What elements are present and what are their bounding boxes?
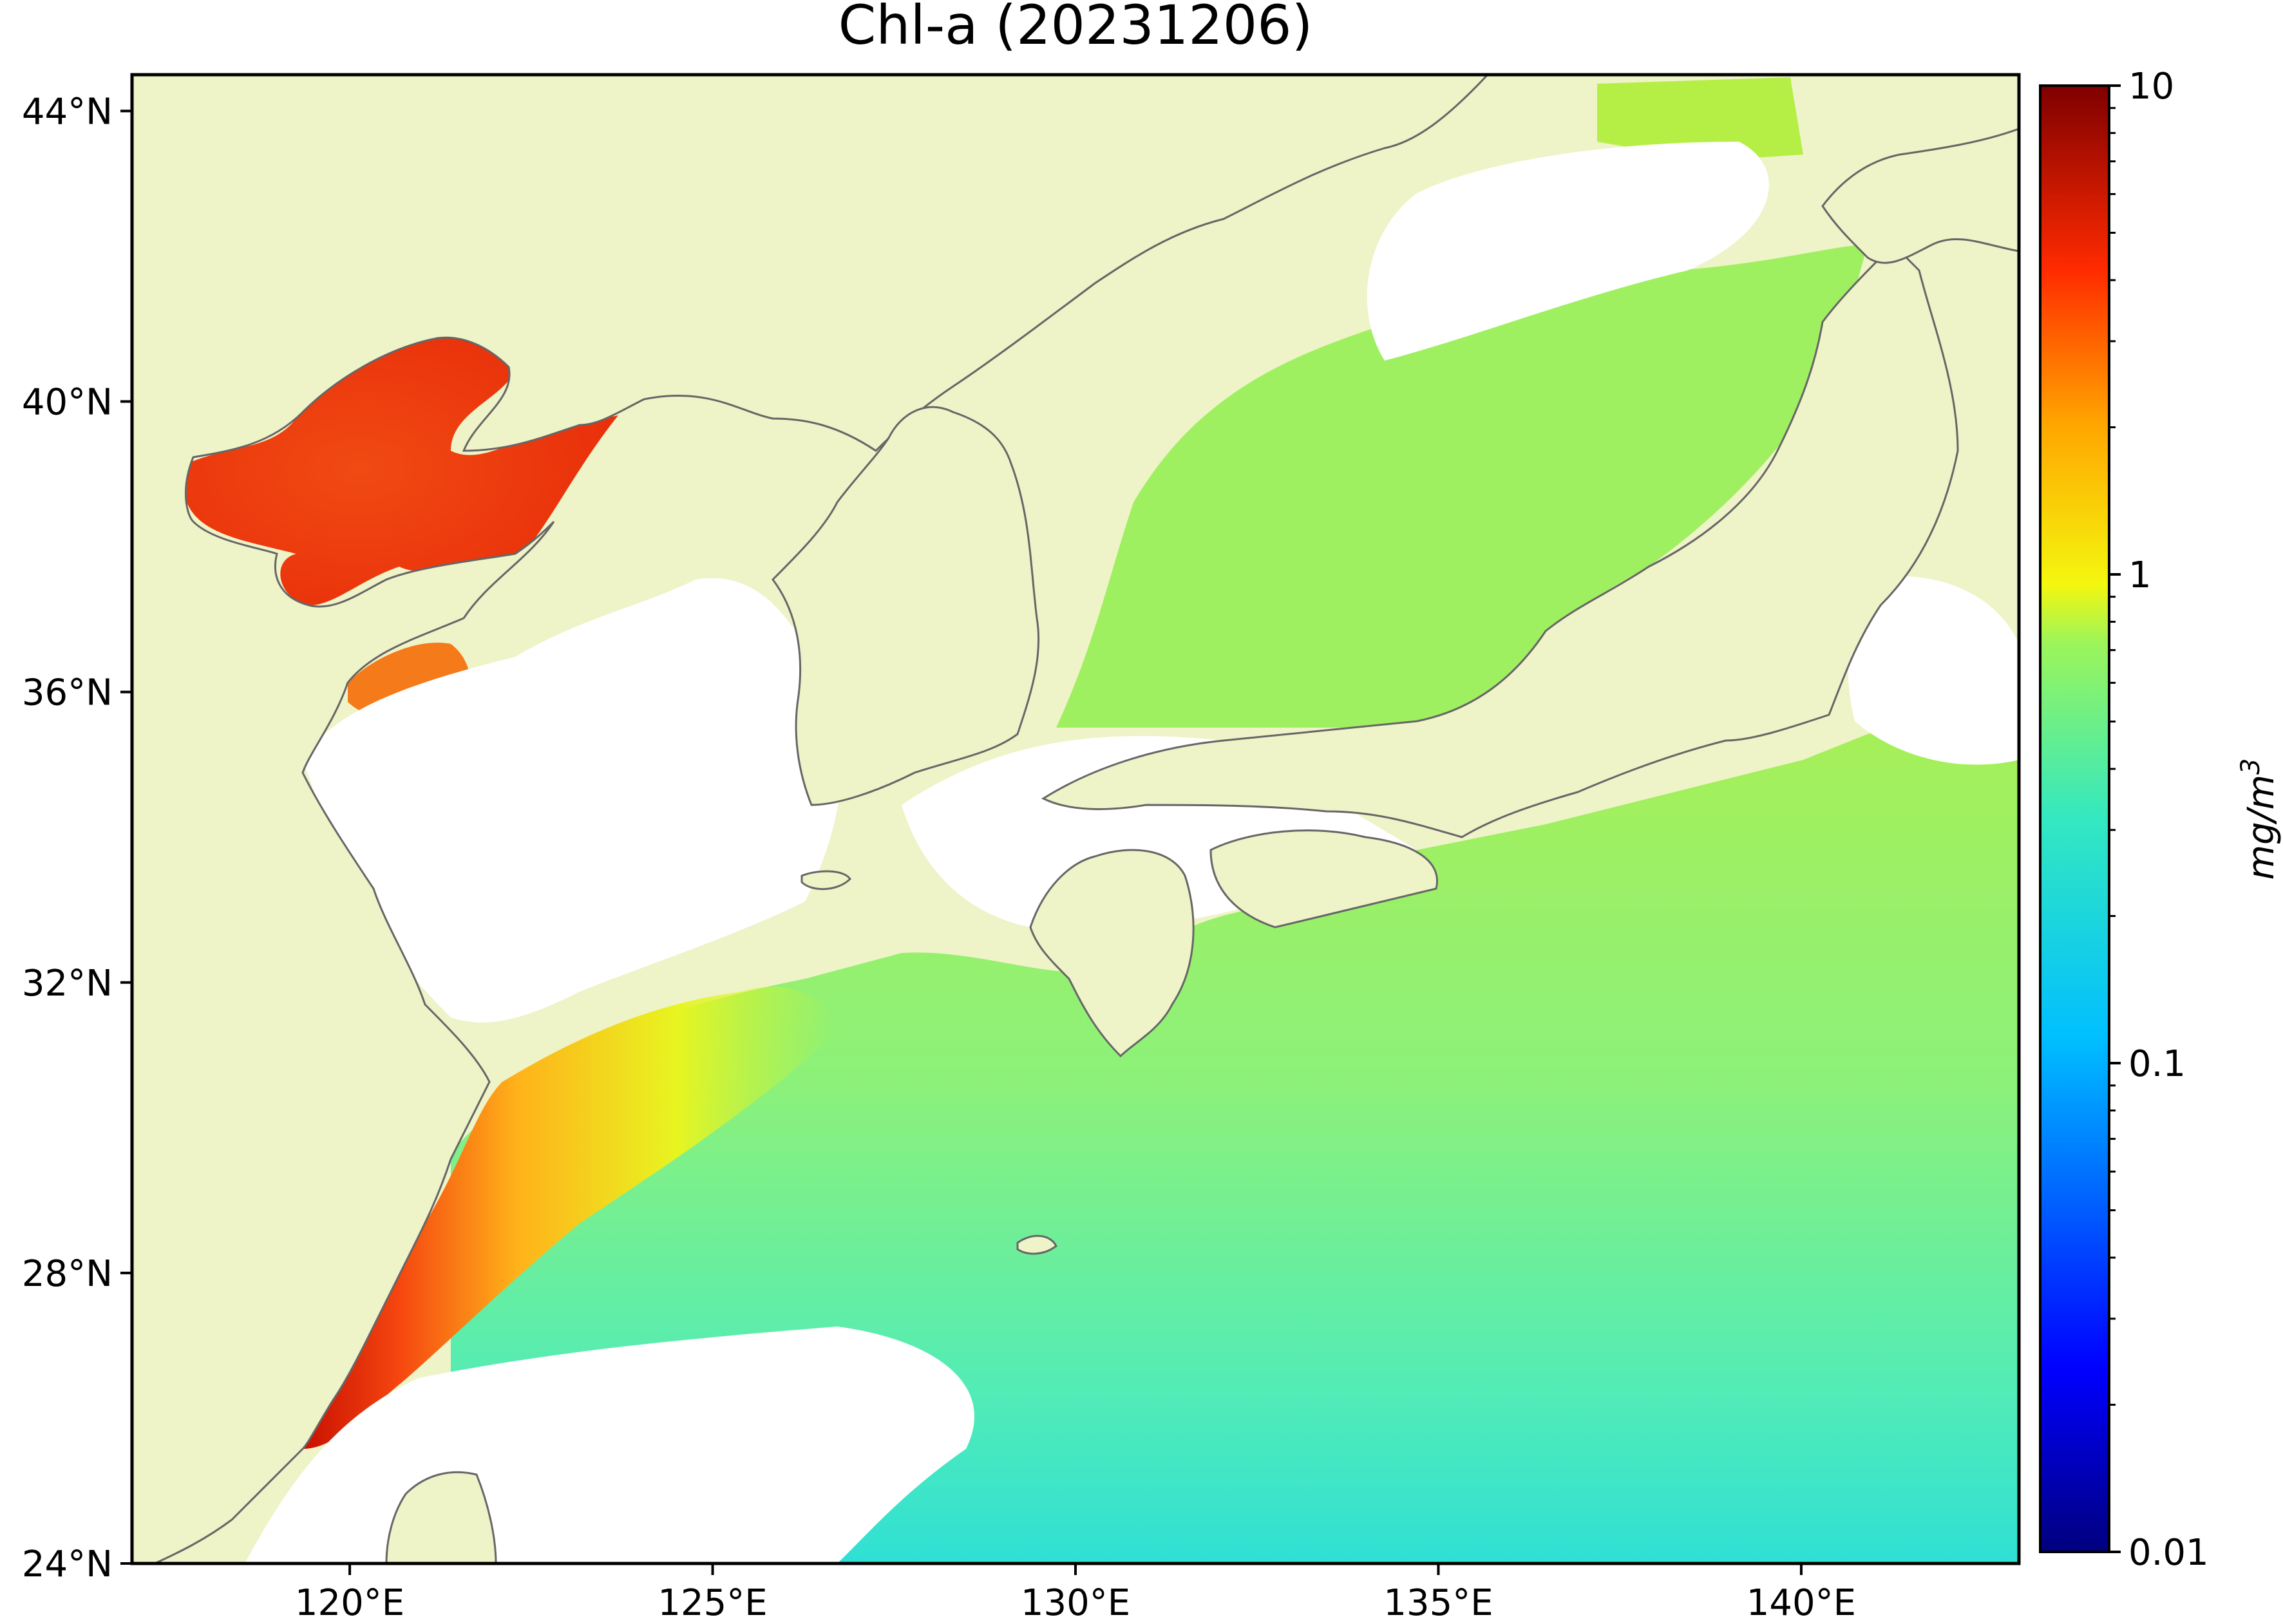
japan-sea-chlorophyll-field (1056, 245, 1868, 728)
lat-tick-label: 24°N (22, 1544, 113, 1585)
east-china-sea-coastal-chl (303, 987, 837, 1449)
cloud-nodata-japan-north (1367, 142, 1769, 361)
colorbar-tick-label: 10 (2128, 66, 2174, 108)
chart-title: Chl-a (20231206) (838, 0, 1313, 57)
colorbar-tick-label: 1 (2128, 554, 2152, 596)
honshu (1041, 243, 1959, 838)
colorbar (2039, 84, 2110, 1553)
korean-peninsula (772, 406, 1040, 806)
hokkaido (1821, 127, 2019, 264)
latitude-ticks: 44°N 40°N 36°N 32°N 28°N 24°N (22, 91, 132, 1585)
cloud-nodata-pacific (1848, 576, 2019, 765)
cloud-nodata-yellow-sea (303, 578, 842, 1023)
shikoku (1209, 829, 1438, 929)
jeju-island (800, 870, 851, 891)
lat-tick-label: 40°N (22, 382, 113, 424)
colorbar-minor-ticks (2109, 107, 2116, 1406)
map-panel (132, 75, 2019, 1563)
okinawa-island (1016, 1234, 1057, 1255)
kyushu (1029, 849, 1195, 1058)
colorbar-tick-label: 0.01 (2128, 1532, 2209, 1574)
lon-tick-label: 130°E (1021, 1582, 1130, 1624)
lon-tick-label: 140°E (1747, 1582, 1856, 1624)
lon-tick-label: 135°E (1383, 1582, 1493, 1624)
japan-sea-north-patch (1597, 77, 1803, 161)
lat-tick-label: 44°N (22, 91, 113, 133)
colorbar-ticks: 10 1 0.1 0.01 (2109, 66, 2209, 1574)
colorbar-label: mg/m3 (2236, 759, 2282, 880)
lat-tick-label: 32°N (22, 963, 113, 1005)
longitude-ticks: 120°E 125°E 130°E 135°E 140°E (295, 1563, 1856, 1624)
taiwan (385, 1471, 497, 1563)
colorbar-label-base: mg/m (2240, 775, 2282, 880)
colorbar-tick-label: 0.1 (2128, 1043, 2186, 1085)
colorbar-label-exponent: 3 (2236, 759, 2266, 775)
bohai-sea-high-chl (187, 334, 618, 605)
lon-tick-label: 120°E (295, 1582, 404, 1624)
lat-tick-label: 28°N (22, 1253, 113, 1295)
lat-tick-label: 36°N (22, 672, 113, 714)
lon-tick-label: 125°E (658, 1582, 767, 1624)
